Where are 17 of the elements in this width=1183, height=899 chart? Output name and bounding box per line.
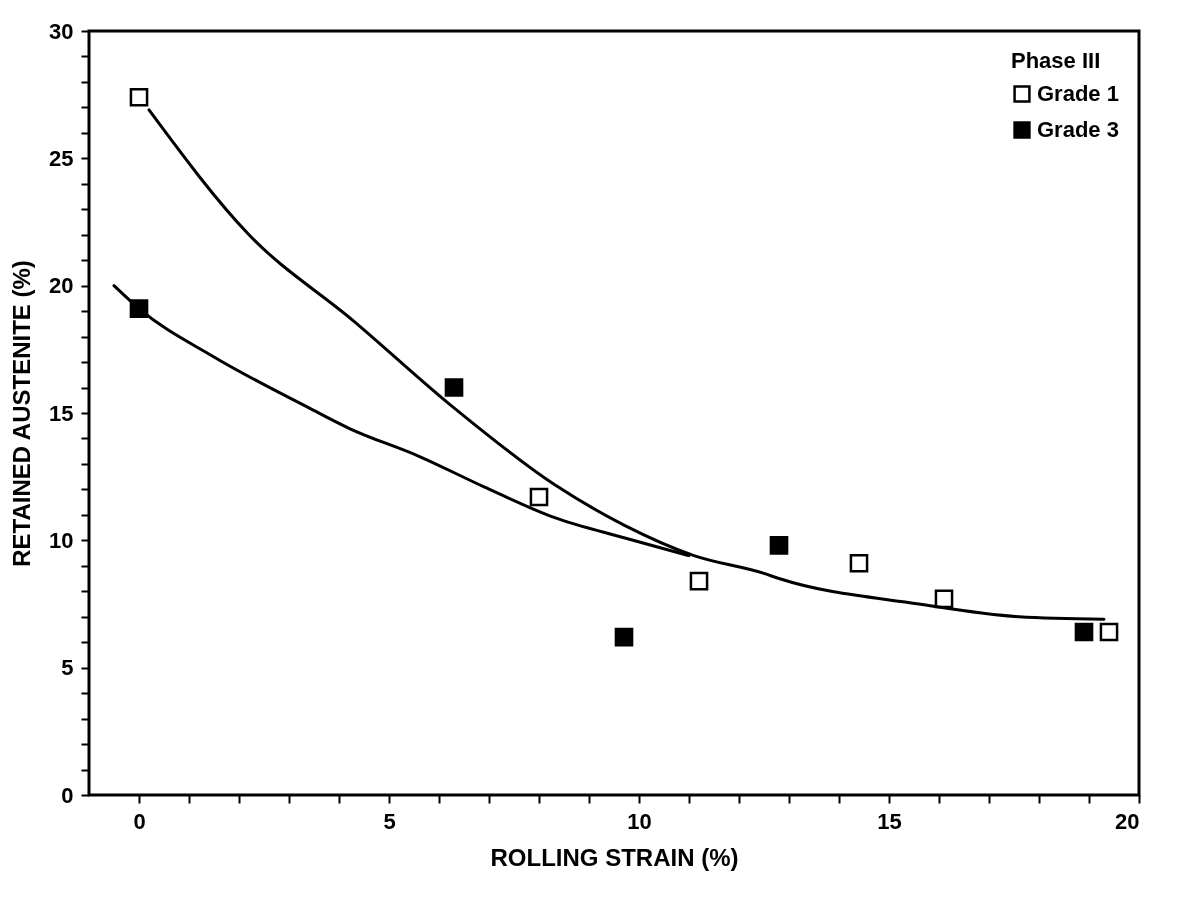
x-tick-label: 20 — [1115, 808, 1140, 834]
x-tick-label: 10 — [627, 808, 652, 834]
x-tick-label: 0 — [133, 808, 146, 834]
legend-label: Grade 1 — [1037, 81, 1119, 106]
y-tick-label: 20 — [49, 273, 74, 299]
legend-title: Phase III — [1011, 48, 1101, 73]
y-tick-label: 5 — [61, 655, 74, 681]
y-axis-title: RETAINED AUSTENITE (%) — [8, 260, 36, 567]
y-tick-label: 15 — [49, 400, 74, 426]
x-axis-title: ROLLING STRAIN (%) — [490, 843, 739, 871]
y-tick-label: 30 — [49, 18, 74, 44]
legend-label: Grade 3 — [1037, 117, 1119, 142]
x-tick-label: 5 — [383, 808, 396, 834]
y-tick-label: 10 — [49, 527, 74, 553]
x-tick-label: 15 — [877, 808, 902, 834]
y-tick-label: 25 — [49, 145, 74, 171]
y-tick-label: 0 — [61, 782, 74, 808]
